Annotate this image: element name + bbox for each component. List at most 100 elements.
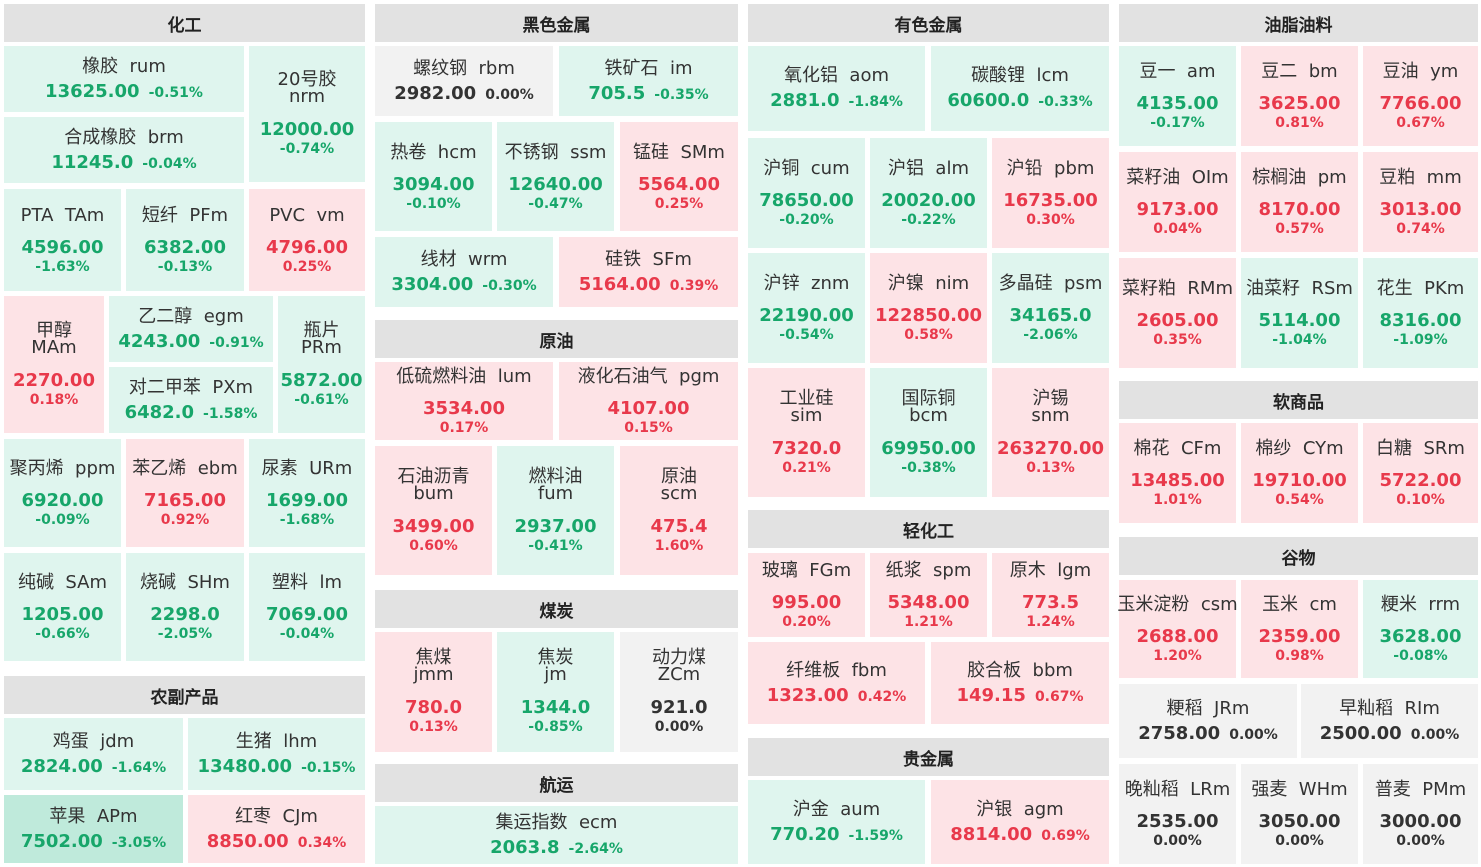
contract-tile-lgm[interactable]: 原木 lgm 773.5 1.24% bbox=[992, 553, 1109, 637]
contract-tile-rbm[interactable]: 螺纹钢 rbm 2982.00 0.00% bbox=[375, 46, 553, 116]
contract-tile-jmm[interactable]: 焦煤 jmm 780.0 0.13% bbox=[375, 632, 492, 752]
contract-tile-brm[interactable]: 合成橡胶 brm 11245.0 -0.04% bbox=[4, 117, 244, 183]
contract-change-pct: -0.61% bbox=[294, 391, 349, 408]
contract-tile-pm[interactable]: 棕榈油 pm 8170.00 0.57% bbox=[1241, 152, 1358, 252]
contract-tile-jrm[interactable]: 粳稻 JRm 2758.00 0.00% bbox=[1119, 684, 1297, 758]
contract-tile-psm[interactable]: 多晶硅 psm 34165.0 -2.06% bbox=[992, 253, 1109, 363]
contract-tile-bm[interactable]: 豆二 bm 3625.00 0.81% bbox=[1241, 46, 1358, 146]
contract-tile-smm[interactable]: 锰硅 SMm 5564.00 0.25% bbox=[620, 122, 738, 231]
contract-tile-ym[interactable]: 豆油 ym 7766.00 0.67% bbox=[1363, 46, 1478, 146]
contract-tile-mam[interactable]: 甲醇 MAm 2270.00 0.18% bbox=[4, 296, 104, 433]
contract-name: 玉米淀粉 csm bbox=[1117, 594, 1238, 615]
contract-tile-rum[interactable]: 橡胶 rum 13625.00 -0.51% bbox=[4, 46, 244, 112]
contract-tile-lhm[interactable]: 生猪 lhm 13480.00 -0.15% bbox=[188, 718, 365, 790]
contract-tile-jdm[interactable]: 鸡蛋 jdm 2824.00 -1.64% bbox=[4, 718, 183, 790]
contract-tile-pxm[interactable]: 对二甲苯 PXm 6482.0 -1.58% bbox=[109, 367, 273, 433]
contract-tile-agm[interactable]: 沪银 agm 8814.00 0.69% bbox=[931, 780, 1109, 864]
contract-name: 铁矿石 im bbox=[604, 57, 693, 79]
contract-tile-lcm[interactable]: 碳酸锂 lcm 60600.0 -0.33% bbox=[931, 46, 1109, 131]
contract-tile-rmm[interactable]: 菜籽粕 RMm 2605.00 0.35% bbox=[1119, 258, 1236, 368]
contract-tile-oim[interactable]: 菜籽油 OIm 9173.00 0.04% bbox=[1119, 152, 1236, 252]
contract-tile-pkm[interactable]: 花生 PKm 8316.00 -1.09% bbox=[1363, 258, 1478, 368]
contract-tile-cym[interactable]: 棉纱 CYm 19710.00 0.54% bbox=[1241, 423, 1358, 523]
contract-change-pct: -0.17% bbox=[1150, 115, 1205, 131]
contract-name-cn: 沪锡 bbox=[1032, 387, 1069, 409]
contract-price: 5872.00 bbox=[280, 369, 363, 391]
contract-tile-wrm[interactable]: 线材 wrm 3304.00 -0.30% bbox=[375, 237, 553, 307]
contract-tile-fbm[interactable]: 纤维板 fbm 1323.00 0.42% bbox=[748, 642, 925, 724]
contract-price: 3000.00 bbox=[1379, 811, 1462, 832]
contract-change-pct: 1.21% bbox=[904, 614, 953, 630]
contract-tile-vm[interactable]: PVC vm 4796.00 0.25% bbox=[249, 189, 365, 291]
contract-tile-lm[interactable]: 塑料 lm 7069.00 -0.04% bbox=[249, 553, 365, 661]
contract-tile-alm[interactable]: 沪铝 alm 20020.00 -0.22% bbox=[870, 138, 987, 248]
contract-tile-pfm[interactable]: 短纤 PFm 6382.00 -0.13% bbox=[126, 189, 244, 291]
contract-tile-ssm[interactable]: 不锈钢 ssm 12640.00 -0.47% bbox=[497, 122, 614, 231]
contract-name: 豆油 ym bbox=[1382, 61, 1459, 82]
contract-tile-bcm[interactable]: 国际铜 bcm 69950.00 -0.38% bbox=[870, 368, 987, 497]
contract-tile-rsm[interactable]: 油菜籽 RSm 5114.00 -1.04% bbox=[1241, 258, 1358, 368]
contract-tile-scm[interactable]: 原油 scm 475.4 1.60% bbox=[620, 446, 738, 575]
contract-tile-pgm[interactable]: 液化石油气 pgm 4107.00 0.15% bbox=[559, 362, 738, 440]
contract-tile-mm[interactable]: 豆粕 mm 3013.00 0.74% bbox=[1363, 152, 1478, 252]
contract-tile-lrm[interactable]: 晚籼稻 LRm 2535.00 0.00% bbox=[1119, 764, 1236, 864]
contract-tile-bum[interactable]: 石油沥青 bum 3499.00 0.60% bbox=[375, 446, 492, 575]
contract-price: 6920.00 bbox=[21, 490, 104, 511]
contract-name: 碳酸锂 lcm bbox=[971, 65, 1069, 86]
contract-tile-jm[interactable]: 焦炭 jm 1344.0 -0.85% bbox=[497, 632, 614, 752]
contract-name: 红枣 CJm bbox=[235, 805, 318, 827]
contract-change-pct: -0.30% bbox=[482, 277, 537, 294]
contract-tile-pbm[interactable]: 沪铅 pbm 16735.00 0.30% bbox=[992, 138, 1109, 248]
contract-tile-csm[interactable]: 玉米淀粉 csm 2688.00 1.20% bbox=[1117, 580, 1238, 678]
contract-tile-cum[interactable]: 沪铜 cum 78650.00 -0.20% bbox=[748, 138, 865, 248]
contract-tile-nrm[interactable]: 20号胶 nrm 12000.00 -0.74% bbox=[249, 46, 365, 182]
contract-tile-znm[interactable]: 沪锌 znm 22190.00 -0.54% bbox=[748, 253, 865, 363]
contract-tile-fum[interactable]: 燃料油 fum 2937.00 -0.41% bbox=[497, 446, 614, 575]
contract-change-pct: -0.33% bbox=[1038, 94, 1093, 110]
contract-tile-ecm[interactable]: 集运指数 ecm 2063.8 -2.64% bbox=[375, 806, 738, 864]
contract-tile-lum[interactable]: 低硫燃料油 lum 3534.00 0.17% bbox=[375, 362, 553, 440]
contract-tile-cm[interactable]: 玉米 cm 2359.00 0.98% bbox=[1241, 580, 1358, 678]
contract-tile-aum[interactable]: 沪金 aum 770.20 -1.59% bbox=[748, 780, 925, 864]
contract-tile-aom[interactable]: 氧化铝 aom 2881.0 -1.84% bbox=[748, 46, 925, 131]
contract-price: 5114.00 bbox=[1258, 310, 1341, 331]
contract-tile-zcm[interactable]: 动力煤 ZCm 921.0 0.00% bbox=[620, 632, 738, 752]
contract-change-pct: -1.64% bbox=[111, 759, 167, 776]
contract-change-pct: 1.20% bbox=[1153, 648, 1202, 664]
contract-price: 2758.00 bbox=[1138, 722, 1221, 744]
contract-tile-cjm[interactable]: 红枣 CJm 8850.00 0.34% bbox=[188, 795, 365, 863]
contract-tile-rrm[interactable]: 粳米 rrm 3628.00 -0.08% bbox=[1363, 580, 1478, 678]
contract-tile-hcm[interactable]: 热卷 hcm 3094.00 -0.10% bbox=[375, 122, 492, 231]
contract-tile-spm[interactable]: 纸浆 spm 5348.00 1.21% bbox=[870, 553, 987, 637]
contract-tile-whm[interactable]: 强麦 WHm 3050.00 0.00% bbox=[1241, 764, 1358, 864]
contract-tile-apm[interactable]: 苹果 APm 7502.00 -3.05% bbox=[4, 795, 183, 863]
contract-tile-srm[interactable]: 白糖 SRm 5722.00 0.10% bbox=[1363, 423, 1478, 523]
contract-price: 19710.00 bbox=[1252, 470, 1347, 491]
contract-tile-sfm[interactable]: 硅铁 SFm 5164.00 0.39% bbox=[559, 237, 738, 307]
contract-tile-ppm[interactable]: 聚丙烯 ppm 6920.00 -0.09% bbox=[4, 439, 121, 547]
contract-tile-urm[interactable]: 尿素 URm 1699.00 -1.68% bbox=[249, 439, 365, 547]
contract-tile-shm[interactable]: 烧碱 SHm 2298.0 -2.05% bbox=[126, 553, 244, 661]
contract-tile-am[interactable]: 豆一 am 4135.00 -0.17% bbox=[1119, 46, 1236, 146]
contract-tile-nim[interactable]: 沪镍 nim 122850.00 0.58% bbox=[870, 253, 987, 363]
contract-tile-cfm[interactable]: 棉花 CFm 13485.00 1.01% bbox=[1119, 423, 1236, 523]
contract-tile-pmm[interactable]: 普麦 PMm 3000.00 0.00% bbox=[1363, 764, 1478, 864]
contract-name: 苹果 APm bbox=[49, 805, 138, 827]
contract-tile-bbm[interactable]: 胶合板 bbm 149.15 0.67% bbox=[931, 642, 1109, 724]
contract-tile-egm[interactable]: 乙二醇 egm 4243.00 -0.91% bbox=[109, 296, 273, 362]
contract-tile-sam[interactable]: 纯碱 SAm 1205.00 -0.66% bbox=[4, 553, 121, 661]
contract-tile-im[interactable]: 铁矿石 im 705.5 -0.35% bbox=[559, 46, 738, 116]
contract-tile-sim[interactable]: 工业硅 sim 7320.0 0.21% bbox=[748, 368, 865, 497]
contract-tile-fgm[interactable]: 玻璃 FGm 995.00 0.20% bbox=[748, 553, 865, 637]
contract-change-pct: -1.63% bbox=[35, 259, 90, 275]
contract-tile-snm[interactable]: 沪锡 snm 263270.00 0.13% bbox=[992, 368, 1109, 497]
contract-change-pct: 0.13% bbox=[1026, 459, 1075, 476]
contract-name: 工业硅 sim bbox=[780, 389, 834, 424]
contract-tile-tam[interactable]: PTA TAm 4596.00 -1.63% bbox=[4, 189, 121, 291]
price-row: 2063.8 -2.64% bbox=[490, 837, 623, 859]
contract-tile-prm[interactable]: 瓶片 PRm 5872.00 -0.61% bbox=[278, 296, 365, 433]
contract-tile-rim[interactable]: 早籼稻 RIm 2500.00 0.00% bbox=[1301, 684, 1478, 758]
contract-price: 60600.0 bbox=[947, 90, 1030, 111]
contract-tile-ebm[interactable]: 苯乙烯 ebm 7165.00 0.92% bbox=[126, 439, 244, 547]
contract-price: 995.00 bbox=[771, 592, 842, 613]
